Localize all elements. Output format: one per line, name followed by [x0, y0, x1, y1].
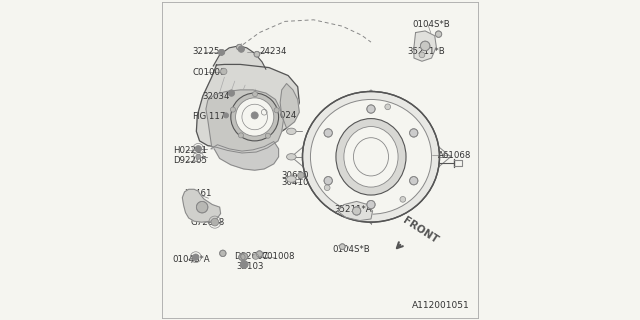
- Text: 24234: 24234: [259, 47, 287, 56]
- Text: A61068: A61068: [438, 151, 471, 160]
- Circle shape: [353, 207, 361, 215]
- Circle shape: [220, 250, 226, 257]
- Text: C01008: C01008: [193, 68, 226, 77]
- Circle shape: [241, 253, 248, 260]
- Text: H02211: H02211: [173, 146, 207, 155]
- Circle shape: [435, 31, 442, 37]
- Text: A11024: A11024: [264, 111, 298, 120]
- Circle shape: [238, 133, 243, 138]
- Text: 35211*B: 35211*B: [408, 46, 445, 56]
- Circle shape: [400, 196, 406, 202]
- Ellipse shape: [303, 92, 440, 222]
- Polygon shape: [196, 64, 300, 147]
- Text: D92205: D92205: [173, 156, 207, 165]
- Circle shape: [223, 113, 228, 118]
- Circle shape: [241, 261, 248, 268]
- Circle shape: [219, 50, 225, 55]
- Text: 32034: 32034: [202, 92, 230, 101]
- Ellipse shape: [287, 176, 296, 182]
- Circle shape: [266, 133, 271, 138]
- Circle shape: [367, 200, 375, 209]
- Polygon shape: [206, 90, 284, 153]
- Ellipse shape: [287, 128, 296, 134]
- Text: 32103: 32103: [236, 262, 264, 271]
- Circle shape: [228, 90, 235, 96]
- Polygon shape: [211, 141, 278, 170]
- Circle shape: [236, 98, 274, 136]
- Circle shape: [324, 177, 332, 185]
- Circle shape: [196, 154, 201, 159]
- Circle shape: [324, 129, 332, 137]
- Text: 30410: 30410: [281, 179, 308, 188]
- Circle shape: [385, 104, 390, 110]
- Circle shape: [298, 172, 304, 179]
- Polygon shape: [291, 90, 451, 224]
- Circle shape: [256, 251, 262, 257]
- Circle shape: [253, 254, 259, 260]
- Ellipse shape: [310, 100, 431, 214]
- Circle shape: [274, 108, 279, 113]
- Text: 35211*A: 35211*A: [334, 205, 372, 214]
- Text: 0104S*B: 0104S*B: [332, 245, 370, 254]
- Polygon shape: [182, 189, 221, 222]
- Ellipse shape: [344, 126, 398, 187]
- Circle shape: [221, 68, 227, 75]
- Ellipse shape: [287, 154, 296, 160]
- Text: FIG.117: FIG.117: [193, 113, 226, 122]
- Text: A112001051: A112001051: [412, 301, 470, 310]
- Text: 0104S*A: 0104S*A: [173, 255, 211, 264]
- Circle shape: [230, 107, 236, 112]
- Text: 30630: 30630: [281, 171, 308, 180]
- Polygon shape: [213, 46, 266, 69]
- Circle shape: [410, 129, 418, 137]
- Circle shape: [239, 254, 245, 260]
- Text: G72808: G72808: [191, 218, 225, 227]
- Circle shape: [231, 93, 278, 141]
- Circle shape: [251, 112, 258, 119]
- Circle shape: [252, 92, 257, 97]
- Ellipse shape: [336, 119, 406, 195]
- Circle shape: [410, 177, 418, 185]
- Circle shape: [238, 46, 244, 52]
- Circle shape: [324, 185, 330, 191]
- Circle shape: [419, 52, 425, 58]
- Polygon shape: [414, 31, 436, 61]
- Polygon shape: [337, 201, 372, 220]
- Circle shape: [254, 51, 260, 57]
- Text: 32125: 32125: [193, 47, 220, 56]
- Text: 0104S*B: 0104S*B: [412, 20, 450, 29]
- Text: 30461: 30461: [184, 189, 212, 198]
- Text: C01008: C01008: [261, 252, 294, 261]
- Circle shape: [196, 201, 208, 213]
- Circle shape: [339, 244, 345, 250]
- Circle shape: [211, 218, 219, 226]
- Circle shape: [195, 146, 202, 152]
- Circle shape: [218, 50, 224, 55]
- Text: FRONT: FRONT: [401, 215, 440, 245]
- Circle shape: [367, 105, 375, 113]
- Text: D92607: D92607: [234, 252, 268, 261]
- Circle shape: [237, 44, 243, 50]
- Circle shape: [420, 41, 430, 51]
- Circle shape: [193, 254, 199, 260]
- Polygon shape: [280, 84, 300, 128]
